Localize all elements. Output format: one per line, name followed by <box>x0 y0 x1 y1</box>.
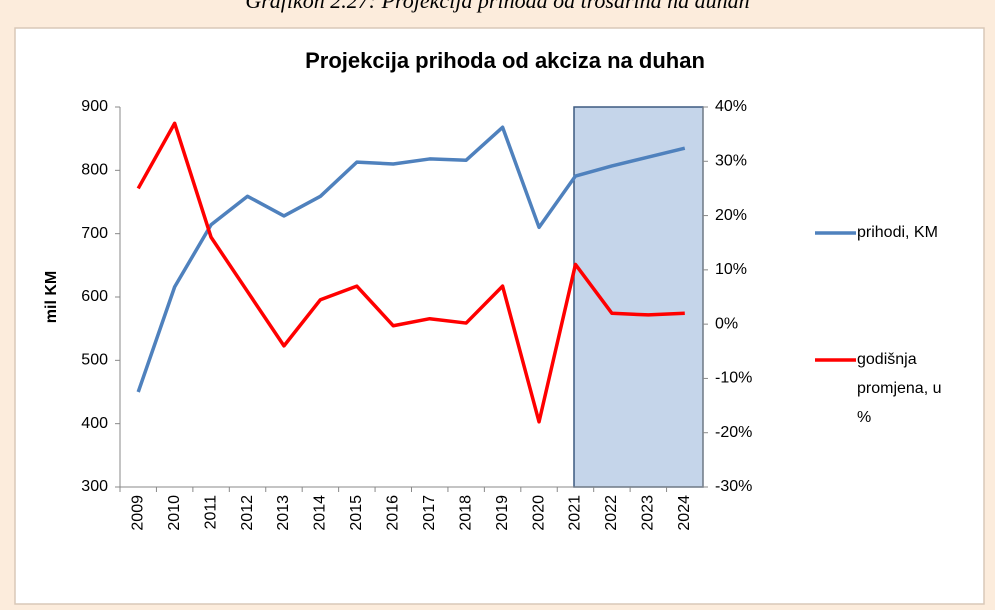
x-tick-label: 2016 <box>385 495 402 531</box>
y2-tick-label: -30% <box>715 478 752 495</box>
y-tick-label: 600 <box>81 288 108 305</box>
x-tick-label: 2015 <box>348 495 365 531</box>
y-tick-label: 500 <box>81 352 108 369</box>
x-tick-label: 2021 <box>567 495 584 531</box>
y-tick-label: 300 <box>81 478 108 495</box>
x-tick-label: 2011 <box>202 495 219 530</box>
y2-tick-label: 0% <box>715 315 738 332</box>
y2-tick-label: 30% <box>715 153 747 170</box>
y2-tick-label: 40% <box>715 98 747 115</box>
x-tick-label: 2023 <box>640 495 657 531</box>
series-line <box>136 125 686 393</box>
y-tick-label: 800 <box>81 162 108 179</box>
x-tick-label: 2019 <box>494 495 511 531</box>
x-tick-label: 2022 <box>603 495 620 531</box>
x-tick-label: 2014 <box>312 495 329 531</box>
legend-label: godišnja promjena, u % <box>857 351 946 426</box>
x-tick-label: 2018 <box>457 495 474 531</box>
series-line <box>136 121 685 424</box>
y2-tick-label: -10% <box>715 370 752 387</box>
x-tick-label: 2009 <box>129 495 146 531</box>
y2-tick-label: 10% <box>715 261 747 278</box>
x-tick-label: 2024 <box>676 495 693 531</box>
x-tick-label: 2017 <box>421 495 438 531</box>
x-tick-label: 2013 <box>275 495 292 531</box>
chart-title: Projekcija prihoda od akciza na duhan <box>305 48 705 73</box>
y-tick-label: 400 <box>81 415 108 432</box>
x-tick-label: 2020 <box>530 495 547 531</box>
forecast-region <box>573 106 704 488</box>
y-axis-label: mil KM <box>43 271 60 323</box>
y2-tick-label: -20% <box>715 424 752 441</box>
y2-tick-label: 20% <box>715 207 747 224</box>
x-tick-label: 2012 <box>239 495 256 531</box>
y-tick-label: 900 <box>81 98 108 115</box>
x-tick-label: 2010 <box>166 495 183 531</box>
legend-label: prihodi, KM <box>857 224 938 241</box>
caption: Grafikon 2.27: Projekcija prihoda od tro… <box>245 0 750 13</box>
y-tick-label: 700 <box>81 225 108 242</box>
